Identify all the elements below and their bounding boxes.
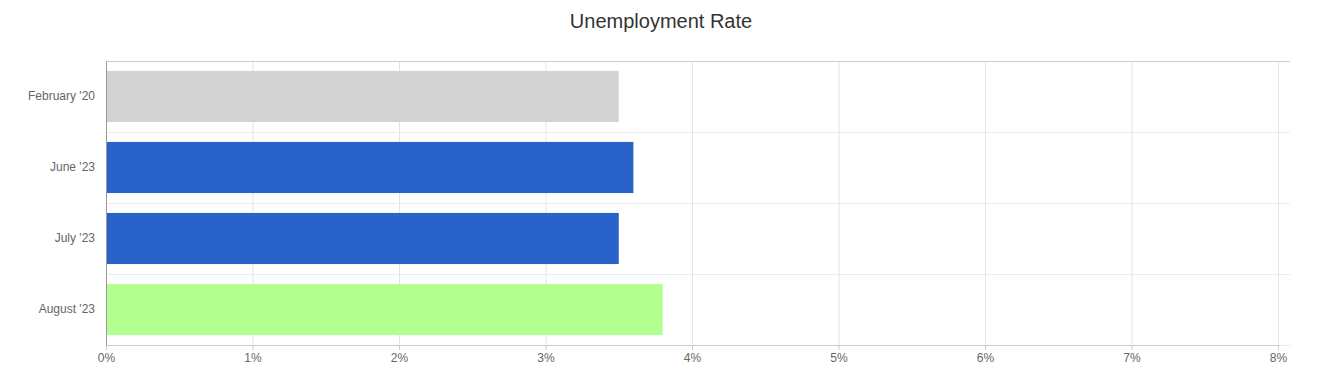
tick-label: July '23 <box>55 231 96 245</box>
tick: June '23 <box>50 160 95 174</box>
tick-mark <box>1278 345 1279 350</box>
band-separator <box>106 203 1290 204</box>
tick: 8% <box>1270 345 1288 365</box>
tick-mark <box>253 345 254 350</box>
grid <box>106 61 1290 346</box>
tick: 0% <box>98 345 116 365</box>
title: Unemployment Rate <box>570 10 752 32</box>
bars <box>106 71 663 335</box>
tick: 6% <box>977 345 995 365</box>
tick-mark <box>546 345 547 350</box>
band-separator <box>106 132 1290 133</box>
bar <box>106 213 619 264</box>
tick-label: 5% <box>830 351 848 365</box>
tick: 7% <box>1123 345 1141 365</box>
tick-label: 8% <box>1270 351 1288 365</box>
bar <box>106 142 633 193</box>
tick-mark <box>985 345 986 350</box>
tick-label: 4% <box>684 351 702 365</box>
bar <box>106 284 663 335</box>
bar <box>106 71 619 122</box>
tick: 4% <box>684 345 702 365</box>
tick-label: June '23 <box>50 160 95 174</box>
tick: 5% <box>830 345 848 365</box>
tick-label: 1% <box>244 351 262 365</box>
grid-line <box>106 61 107 345</box>
chart: Unemployment Rate 0% 1% 2% 3% 4% 5% 6% 7% 8% Febru… <box>0 0 1322 381</box>
tick: 1% <box>244 345 262 365</box>
tick-label: February '20 <box>28 89 95 103</box>
tick-label: 0% <box>98 351 116 365</box>
band-separator <box>106 345 1290 346</box>
tick-label: 6% <box>977 351 995 365</box>
tick: August '23 <box>39 302 96 316</box>
tick-label: 2% <box>391 351 409 365</box>
tick-mark <box>839 345 840 350</box>
y-axis: February '20 June '23 July '23 August '23 <box>28 62 107 346</box>
tick: February '20 <box>28 89 95 103</box>
tick-label: 7% <box>1123 351 1141 365</box>
tick: July '23 <box>55 231 96 245</box>
tick: 2% <box>391 345 409 365</box>
tick-label: 3% <box>537 351 555 365</box>
tick-label: August '23 <box>39 302 96 316</box>
tick: 3% <box>537 345 555 365</box>
tick-mark <box>106 345 107 350</box>
x-axis: 0% 1% 2% 3% 4% 5% 6% 7% 8% <box>98 345 1288 365</box>
axis-line <box>106 62 107 346</box>
band-separator <box>106 274 1290 275</box>
tick-mark <box>692 345 693 350</box>
tick-mark <box>1132 345 1133 350</box>
tick-mark <box>399 345 400 350</box>
band-separator <box>106 61 1290 62</box>
